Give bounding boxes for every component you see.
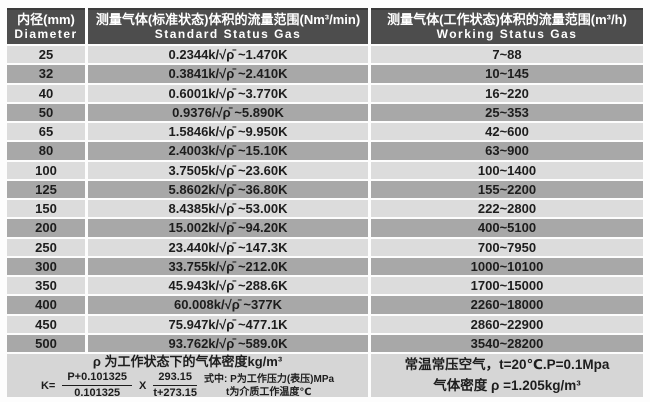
working-flow-cell: 3540~28200 [371, 334, 643, 352]
temperature-fraction-denominator: t+273.15 [153, 387, 198, 399]
density-definition-note: ρ 为工作状态下的气体密度kg/m³ [92, 353, 283, 369]
working-flow-cell: 25~353 [371, 103, 643, 121]
standard-flow-cell: 0.3841k/√ρ̄ ~2.410K [88, 65, 368, 83]
standard-flow-cell: 0.9376/√ρ̄ ~5.890K [88, 103, 368, 121]
formula-legend: 式中: P为工作压力(表压)MPa t为介质工作温度℃ [204, 373, 334, 399]
diameter-cell: 80 [7, 142, 85, 160]
k-formula-panel: ρ 为工作状态下的气体密度kg/m³ K= P+0.101325 0.10132… [7, 353, 368, 400]
working-gas-header-cell: 测量气体(工作状态)体积的流量范围(m³/h) Working Status G… [371, 8, 643, 44]
diameter-cell: 300 [7, 257, 85, 275]
standard-flow-cell: 33.755k/√ρ̄ ~212.0K [88, 257, 368, 275]
standard-flow-cell: 8.4385k/√ρ̄ ~53.00K [88, 200, 368, 218]
standard-flow-cell: 1.5846k/√ρ̄ ~9.950K [88, 123, 368, 141]
temperature-fraction: 293.15 t+273.15 [153, 371, 197, 400]
standard-air-density: 气体密度 ρ =1.205kg/m³ [433, 377, 581, 393]
standard-flow-cell: 0.2344k/√ρ̄ ~1.470K [88, 46, 368, 64]
diameter-cell: 50 [7, 103, 85, 121]
standard-flow-cell: 23.440k/√ρ̄ ~147.3K [88, 238, 368, 256]
pressure-fraction-denominator: 0.101325 [74, 387, 121, 399]
standard-flow-cell: 5.8602k/√ρ̄ ~36.80K [88, 180, 368, 198]
k-label: K= [40, 379, 56, 392]
diameter-cell: 450 [7, 315, 85, 333]
standard-gas-header-cell: 测量气体(标准状态)体积的流量范围(Nm³/min) Standard Stat… [88, 8, 368, 44]
diameter-cell: 25 [7, 46, 85, 64]
pressure-fraction-numerator: P+0.101325 [62, 371, 132, 386]
diameter-cell: 400 [7, 296, 85, 314]
diameter-header-cn: 内径(mm) [17, 11, 75, 27]
diameter-cell: 32 [7, 65, 85, 83]
standard-air-conditions: 常温常压空气，t=20℃.P=0.1Mpa [404, 357, 610, 373]
diameter-cell: 500 [7, 334, 85, 352]
diameter-header-en: Diameter [14, 26, 78, 41]
flow-range-table: 内径(mm) Diameter 测量气体(标准状态)体积的流量范围(Nm³/mi… [7, 8, 643, 400]
diameter-cell: 100 [7, 161, 85, 179]
standard-flow-cell: 93.762k/√ρ̄ ~589.0K [88, 334, 368, 352]
multiply-sign: X [138, 379, 147, 392]
working-flow-cell: 222~2800 [371, 200, 643, 218]
working-flow-cell: 400~5100 [371, 219, 643, 237]
diameter-header-cell: 内径(mm) Diameter [7, 8, 85, 44]
pressure-fraction: P+0.101325 0.101325 [62, 371, 132, 400]
working-flow-cell: 2260~18000 [371, 296, 643, 314]
working-flow-cell: 1700~15000 [371, 277, 643, 295]
standard-flow-cell: 0.6001k/√ρ̄ ~3.770K [88, 84, 368, 102]
standard-gas-header-cn: 测量气体(标准状态)体积的流量范围(Nm³/min) [95, 11, 361, 27]
working-flow-cell: 2860~22900 [371, 315, 643, 333]
working-flow-cell: 155~2200 [371, 180, 643, 198]
standard-flow-cell: 2.4003k/√ρ̄ ~15.10K [88, 142, 368, 160]
diameter-cell: 65 [7, 123, 85, 141]
diameter-cell: 40 [7, 84, 85, 102]
working-flow-cell: 7~88 [371, 46, 643, 64]
diameter-cell: 150 [7, 200, 85, 218]
standard-flow-cell: 3.7505k/√ρ̄ ~23.60K [88, 161, 368, 179]
k-formula: K= P+0.101325 0.101325 X 293.15 t+273.15… [41, 371, 334, 400]
standard-air-panel: 常温常压空气，t=20℃.P=0.1Mpa 气体密度 ρ =1.205kg/m³ [371, 354, 643, 397]
working-gas-header-en: Working Status Gas [436, 26, 578, 41]
working-flow-cell: 42~600 [371, 123, 643, 141]
diameter-cell: 125 [7, 180, 85, 198]
formula-legend-temperature: t为介质工作温度℃ [226, 386, 312, 398]
standard-flow-cell: 45.943k/√ρ̄ ~288.6K [88, 277, 368, 295]
working-gas-header-cn: 测量气体(工作状态)体积的流量范围(m³/h) [387, 11, 627, 27]
standard-gas-header-en: Standard Status Gas [154, 26, 302, 41]
diameter-cell: 350 [7, 277, 85, 295]
standard-flow-cell: 15.002k/√ρ̄ ~94.20K [88, 219, 368, 237]
diameter-cell: 250 [7, 238, 85, 256]
standard-flow-cell: 75.947k/√ρ̄ ~477.1K [88, 315, 368, 333]
formula-legend-pressure: 式中: P为工作压力(表压)MPa [204, 373, 335, 385]
working-flow-cell: 700~7950 [371, 238, 643, 256]
working-flow-cell: 1000~10100 [371, 257, 643, 275]
temperature-fraction-numerator: 293.15 [153, 371, 197, 386]
working-flow-cell: 10~145 [371, 65, 643, 83]
diameter-cell: 200 [7, 219, 85, 237]
working-flow-cell: 63~900 [371, 142, 643, 160]
working-flow-cell: 16~220 [371, 84, 643, 102]
standard-flow-cell: 60.008k/√ρ̄ ~377K [88, 296, 368, 314]
working-flow-cell: 100~1400 [371, 161, 643, 179]
